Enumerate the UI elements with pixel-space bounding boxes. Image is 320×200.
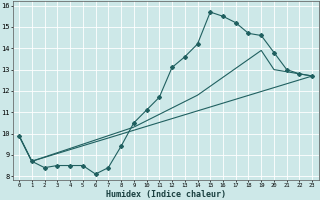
X-axis label: Humidex (Indice chaleur): Humidex (Indice chaleur) (106, 190, 226, 199)
